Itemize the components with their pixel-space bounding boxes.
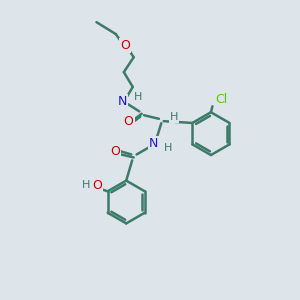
Text: H: H bbox=[164, 143, 172, 153]
Text: N: N bbox=[149, 137, 158, 150]
Text: H: H bbox=[134, 92, 142, 101]
Text: O: O bbox=[110, 145, 120, 158]
Text: Cl: Cl bbox=[215, 93, 228, 106]
Text: O: O bbox=[92, 179, 102, 192]
Text: N: N bbox=[118, 95, 127, 108]
Text: H: H bbox=[169, 112, 178, 122]
Text: O: O bbox=[120, 39, 130, 52]
Text: O: O bbox=[124, 115, 134, 128]
Text: H: H bbox=[82, 180, 90, 190]
